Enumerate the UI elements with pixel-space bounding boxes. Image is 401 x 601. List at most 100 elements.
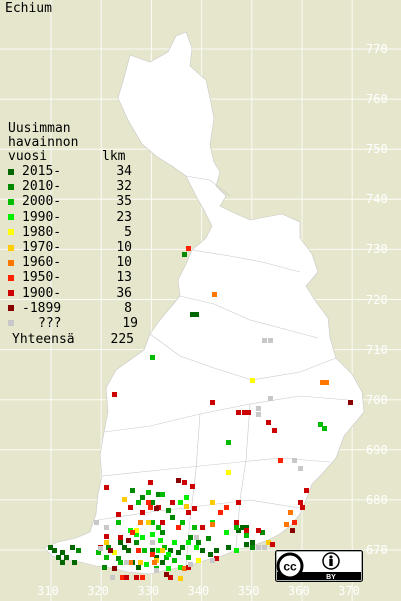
observation-square [148, 505, 153, 510]
observation-square [104, 525, 109, 530]
observation-square [60, 560, 65, 565]
legend-item-count: 13 [96, 270, 132, 285]
observation-square [186, 510, 191, 515]
observation-square [250, 545, 255, 550]
observation-square [176, 550, 181, 555]
observation-square [118, 540, 123, 545]
x-tick-label: 360 [288, 584, 310, 598]
observation-square [102, 565, 107, 570]
observation-square [136, 500, 141, 505]
observation-square [250, 540, 255, 545]
observation-square [166, 552, 171, 557]
observation-square [234, 548, 239, 553]
legend-item-count: 10 [96, 240, 132, 255]
observation-square [160, 520, 165, 525]
observation-square [224, 505, 229, 510]
observation-square [138, 560, 143, 565]
observation-square [104, 555, 109, 560]
observation-square [186, 540, 191, 545]
observation-square [70, 545, 75, 550]
observation-square [134, 540, 139, 545]
legend-swatch [8, 290, 14, 296]
legend-item-label: 1970- [22, 240, 96, 255]
observation-square [160, 492, 165, 497]
observation-square [226, 545, 231, 550]
observation-square [226, 470, 231, 475]
legend-item: -1899 8 [8, 301, 138, 316]
x-tick-label: 330 [137, 584, 159, 598]
observation-square [150, 532, 155, 537]
observation-square [298, 500, 303, 505]
observation-square [192, 506, 197, 511]
observation-square [208, 552, 213, 557]
legend-column-headers: vuosi lkm [8, 150, 138, 164]
observation-square [152, 560, 157, 565]
observation-square [150, 355, 155, 360]
observation-square [146, 500, 151, 505]
legend-swatch [8, 320, 14, 326]
observation-square [182, 252, 187, 257]
observation-square [200, 525, 205, 530]
observation-square [194, 312, 199, 317]
observation-square [56, 555, 61, 560]
observation-square [210, 522, 215, 527]
y-tick-label: 770 [366, 42, 388, 56]
observation-square [134, 575, 139, 580]
map-title: Echium [5, 1, 52, 16]
observation-square [116, 512, 121, 517]
x-tick-label: 310 [37, 584, 59, 598]
observation-square [128, 505, 133, 510]
observation-square [214, 548, 219, 553]
observation-square [176, 525, 181, 530]
observation-square [268, 396, 273, 401]
observation-square [118, 560, 123, 565]
observation-square [130, 488, 135, 493]
y-tick-label: 730 [366, 242, 388, 256]
observation-square [154, 506, 159, 511]
observation-square [112, 566, 117, 571]
observation-square [266, 420, 271, 425]
observation-square [188, 562, 193, 567]
legend-item: 1990- 23 [8, 210, 138, 225]
observation-square [256, 528, 261, 533]
legend-item: 1980- 5 [8, 225, 138, 240]
observation-square [186, 555, 191, 560]
legend-item: 1950- 13 [8, 270, 138, 285]
observation-square [284, 522, 289, 527]
y-tick-label: 700 [366, 393, 388, 407]
legend-item-count: 19 [105, 316, 138, 331]
observation-square [206, 536, 211, 541]
observation-square [268, 338, 273, 343]
y-tick-label: 750 [366, 142, 388, 156]
observation-square [278, 458, 283, 463]
observation-square [324, 380, 329, 385]
observation-square [178, 576, 183, 581]
legend-item-label: 1990- [22, 210, 96, 225]
observation-square [176, 478, 181, 483]
x-tick-label: 350 [238, 584, 260, 598]
legend-count-header: lkm [102, 150, 125, 164]
legend-heading: Uusimman havainnon vuosi lkm [8, 122, 138, 164]
observation-square [156, 525, 161, 530]
observation-square [180, 520, 185, 525]
observation-square [270, 542, 275, 547]
observation-square [76, 548, 81, 553]
observation-square [126, 548, 131, 553]
y-tick-label: 760 [366, 92, 388, 106]
observation-square [256, 406, 261, 411]
legend-item-count: 35 [96, 194, 132, 209]
observation-square [104, 534, 109, 539]
legend-item-label: 1950- [22, 270, 96, 285]
observation-square [94, 520, 99, 525]
legend-swatch [8, 275, 14, 281]
legend-swatch [8, 229, 14, 235]
observation-square [130, 530, 135, 535]
observation-square [192, 525, 197, 530]
legend-item: 2015- 34 [8, 164, 138, 179]
observation-square [210, 558, 215, 563]
observation-square [146, 490, 151, 495]
legend-swatch [8, 305, 14, 311]
y-tick-label: 740 [366, 192, 388, 206]
observation-square [150, 552, 155, 557]
